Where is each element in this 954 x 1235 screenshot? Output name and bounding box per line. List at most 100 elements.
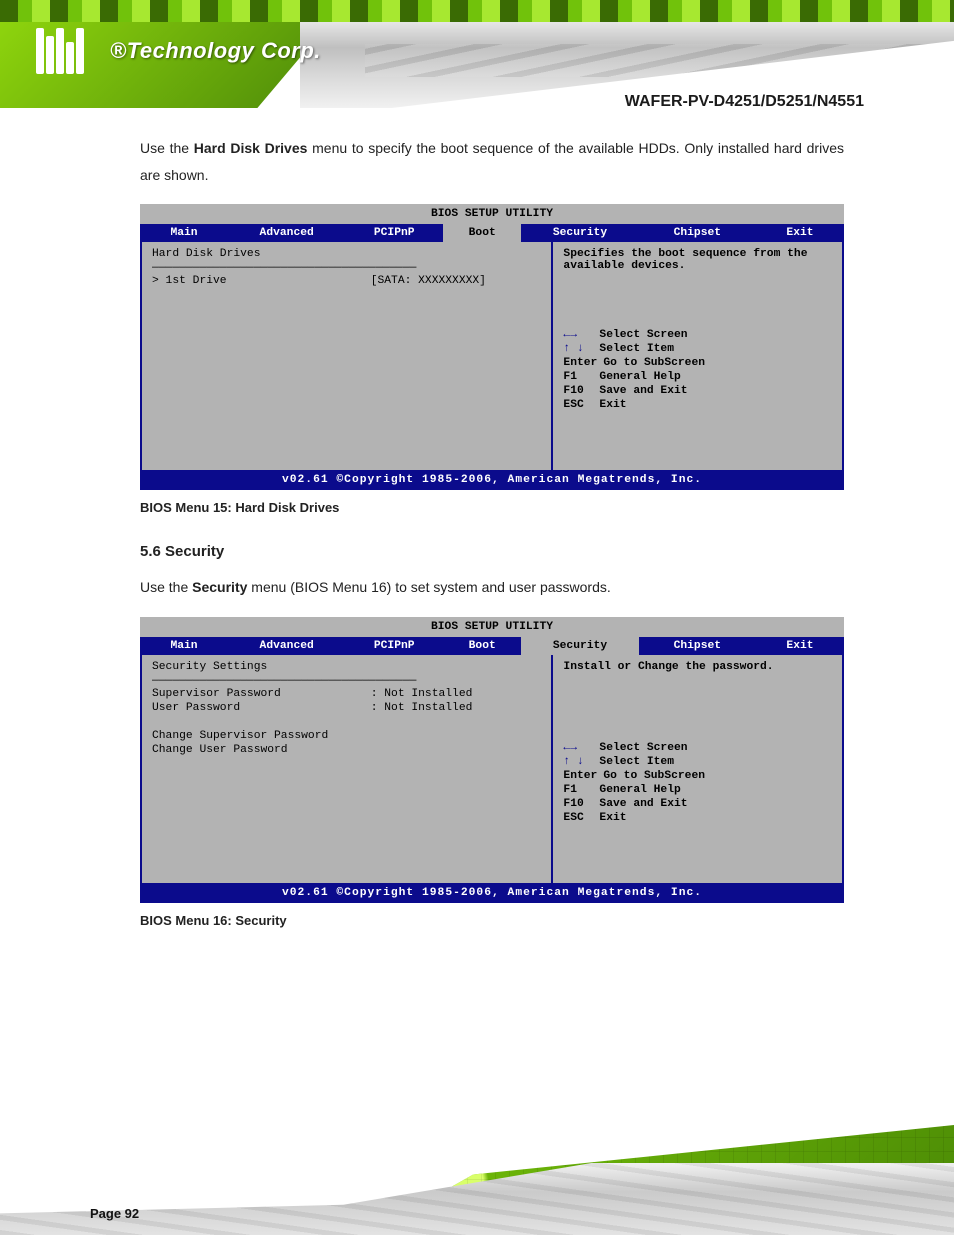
- bios-row-value: : Not Installed: [371, 688, 473, 700]
- nav-line: F1 General Help: [563, 783, 832, 797]
- bios-tab: Security: [521, 224, 638, 242]
- bios-body: Hard Disk Drives ———————————————————————…: [140, 242, 844, 470]
- intro-hard-disk: Use the Hard Disk Drives menu to specify…: [140, 135, 844, 188]
- text-post: menu (BIOS Menu 16) to set system and us…: [251, 579, 611, 595]
- brand-text: ®Technology Corp.: [110, 38, 321, 64]
- bios-tab: Chipset: [639, 224, 756, 242]
- arrow-ud-icon: ↑ ↓: [563, 756, 593, 768]
- nav-line: ESC Exit: [563, 398, 832, 412]
- nav-label: Select Screen: [599, 329, 687, 341]
- bios-row-label: Supervisor Password: [152, 688, 347, 700]
- page-number: Page 92: [90, 1206, 139, 1221]
- caption-text: BIOS Menu 15: Hard Disk Drives: [140, 500, 339, 515]
- bios-row-blank: [152, 715, 541, 729]
- nav-line: F1 General Help: [563, 370, 832, 384]
- nav-key: Enter: [563, 357, 597, 369]
- nav-key: F10: [563, 798, 593, 810]
- nav-line: ↑ ↓ Select Item: [563, 342, 832, 356]
- nav-key: ESC: [563, 399, 593, 411]
- bios-tab: Advanced: [228, 224, 345, 242]
- nav-label: General Help: [599, 784, 680, 796]
- bios-tab: Main: [140, 637, 228, 655]
- footer-steel-graphic: [0, 1163, 954, 1235]
- bios-tab: PCIPnP: [345, 224, 443, 242]
- nav-line: ←→Select Screen: [563, 741, 832, 755]
- bios-footer: v02.61 ©Copyright 1985-2006, American Me…: [140, 883, 844, 903]
- bios-tab-active: Boot: [443, 224, 521, 242]
- bios-right-pane: Specifies the boot sequence from the ava…: [553, 242, 844, 470]
- product-label: WAFER-PV-D4251/D5251/N4551: [625, 93, 864, 111]
- bios-row-label: Change Supervisor Password: [152, 730, 328, 742]
- bios-row: Change Supervisor Password: [152, 729, 541, 743]
- caption-text: BIOS Menu 16: Security: [140, 913, 287, 928]
- nav-line: Enter Go to SubScreen: [563, 356, 832, 370]
- nav-label: Select Item: [599, 756, 674, 768]
- footer-band: [0, 1105, 954, 1235]
- nav-key: F1: [563, 371, 593, 383]
- bios-row-label: > 1st Drive: [152, 275, 347, 287]
- bios-tab: Exit: [756, 637, 844, 655]
- arrow-ud-icon: ↑ ↓: [563, 343, 593, 355]
- nav-line: F10 Save and Exit: [563, 384, 832, 398]
- nav-line: Enter Go to SubScreen: [563, 769, 832, 783]
- heading-security: 5.6 Security: [140, 543, 844, 560]
- logo-mark: [36, 28, 100, 74]
- nav-label: Exit: [599, 812, 626, 824]
- nav-label: Select Item: [599, 343, 674, 355]
- bios-row: User Password : Not Installed: [152, 701, 541, 715]
- bios-caption-1: BIOS Menu 15: Hard Disk Drives: [140, 500, 844, 515]
- nav-line: ESC Exit: [563, 811, 832, 825]
- nav-label: Save and Exit: [599, 798, 687, 810]
- bios-row: Supervisor Password : Not Installed: [152, 687, 541, 701]
- nav-key: F10: [563, 385, 593, 397]
- bios-row-label: User Password: [152, 702, 347, 714]
- bios-right-pane: Install or Change the password. ←→Select…: [553, 655, 844, 883]
- bios-titlebar: BIOS SETUP UTILITY: [140, 204, 844, 224]
- nav-label: Go to SubScreen: [603, 770, 705, 782]
- text-pre: Use the: [140, 140, 194, 156]
- bios-footer: v02.61 ©Copyright 1985-2006, American Me…: [140, 470, 844, 490]
- nav-label: Exit: [599, 399, 626, 411]
- brand-logo: ®Technology Corp.: [36, 28, 321, 74]
- text-bold: Security: [192, 579, 247, 595]
- nav-key: ESC: [563, 812, 593, 824]
- nav-line: ←→ Select Screen: [563, 328, 832, 342]
- bios-tab-active: Security: [521, 637, 638, 655]
- bios-tab: Advanced: [228, 637, 345, 655]
- bios-tab: Boot: [443, 637, 521, 655]
- arrow-lr-icon: ←→: [563, 329, 593, 341]
- nav-label: Save and Exit: [599, 385, 687, 397]
- text-bold: Hard Disk Drives: [194, 140, 308, 156]
- bios-hint: Specifies the boot sequence from the ava…: [563, 248, 832, 288]
- bios-tab: PCIPnP: [345, 637, 443, 655]
- bios-tabs: Main Advanced PCIPnP Boot Security Chips…: [140, 224, 844, 242]
- nav-key: F1: [563, 784, 593, 796]
- bios-row: Change User Password: [152, 743, 541, 757]
- text-pre: Use the: [140, 579, 192, 595]
- nav-line: F10 Save and Exit: [563, 797, 832, 811]
- arrow-lr-icon: ←→: [563, 742, 593, 754]
- nav-key: Enter: [563, 770, 597, 782]
- bios-menu-hard-disk: BIOS SETUP UTILITY Main Advanced PCIPnP …: [140, 204, 844, 490]
- nav-label: General Help: [599, 371, 680, 383]
- bios-row: > 1st Drive [SATA: XXXXXXXXX]: [152, 274, 541, 288]
- header-green-strip: [0, 0, 954, 22]
- bios-tabs: Main Advanced PCIPnP Boot Security Chips…: [140, 637, 844, 655]
- bios-left-pane: Hard Disk Drives ———————————————————————…: [140, 242, 553, 470]
- bios-caption-2: BIOS Menu 16: Security: [140, 913, 844, 928]
- bios-row-value: [SATA: XXXXXXXXX]: [371, 275, 486, 287]
- bios-subhead: Security Settings: [152, 661, 541, 673]
- content-area: Use the Hard Disk Drives menu to specify…: [140, 135, 844, 1085]
- bios-hint: Install or Change the password.: [563, 661, 832, 701]
- bios-tab: Chipset: [639, 637, 756, 655]
- bios-hr: ———————————————————————————————————————: [152, 675, 541, 687]
- bios-tab: Main: [140, 224, 228, 242]
- intro-security: Use the Security menu (BIOS Menu 16) to …: [140, 574, 844, 601]
- nav-label: Go to SubScreen: [603, 357, 705, 369]
- bios-hr: ———————————————————————————————————————: [152, 262, 541, 274]
- bios-titlebar: BIOS SETUP UTILITY: [140, 617, 844, 637]
- bios-row-value: : Not Installed: [371, 702, 473, 714]
- bios-tab: Exit: [756, 224, 844, 242]
- bios-left-pane: Security Settings ——————————————————————…: [140, 655, 553, 883]
- bios-subhead: Hard Disk Drives: [152, 248, 541, 260]
